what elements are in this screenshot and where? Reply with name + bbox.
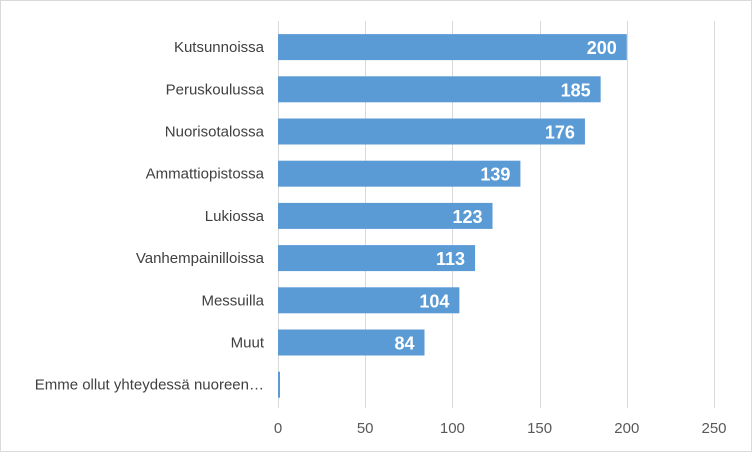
bars [278, 34, 627, 398]
data-label: 84 [394, 334, 414, 354]
data-label: 123 [452, 207, 482, 227]
x-axis-ticks: 0 50 100 150 200 250 [274, 420, 727, 437]
data-label: 139 [480, 165, 510, 185]
x-tick-label: 0 [274, 420, 282, 437]
category-label: Messuilla [201, 292, 264, 309]
bar [278, 118, 585, 145]
category-label: Muut [231, 335, 265, 352]
category-label: Peruskoulussa [166, 81, 265, 98]
x-tick-label: 100 [440, 420, 465, 437]
bar [278, 76, 601, 103]
bar [278, 160, 521, 187]
bar [278, 329, 425, 356]
data-label: 113 [436, 249, 465, 269]
category-label: Ammattiopistossa [146, 166, 265, 183]
x-tick-label: 200 [614, 420, 639, 437]
data-label: 185 [561, 80, 591, 100]
bar [278, 202, 493, 229]
data-label: 176 [545, 123, 575, 143]
x-tick-label: 50 [357, 420, 374, 437]
data-label: 200 [587, 38, 617, 58]
category-label: Emme ollut yhteydessä nuoreen… [35, 377, 264, 394]
category-label: Vanhempainilloissa [136, 250, 265, 267]
bar [278, 287, 460, 314]
category-label: Kutsunnoissa [174, 39, 265, 56]
x-tick-label: 150 [527, 420, 552, 437]
category-labels: Kutsunnoissa Peruskoulussa Nuorisotalossa A… [35, 39, 265, 394]
bar [278, 371, 280, 398]
data-label: 104 [419, 291, 449, 311]
category-label: Lukiossa [205, 208, 265, 225]
bar [278, 245, 476, 272]
category-label: Nuorisotalossa [165, 124, 265, 141]
data-labels: 200 185 176 139 123 113 104 84 [394, 38, 616, 353]
x-tick-label: 250 [701, 420, 726, 437]
bar [278, 34, 627, 61]
